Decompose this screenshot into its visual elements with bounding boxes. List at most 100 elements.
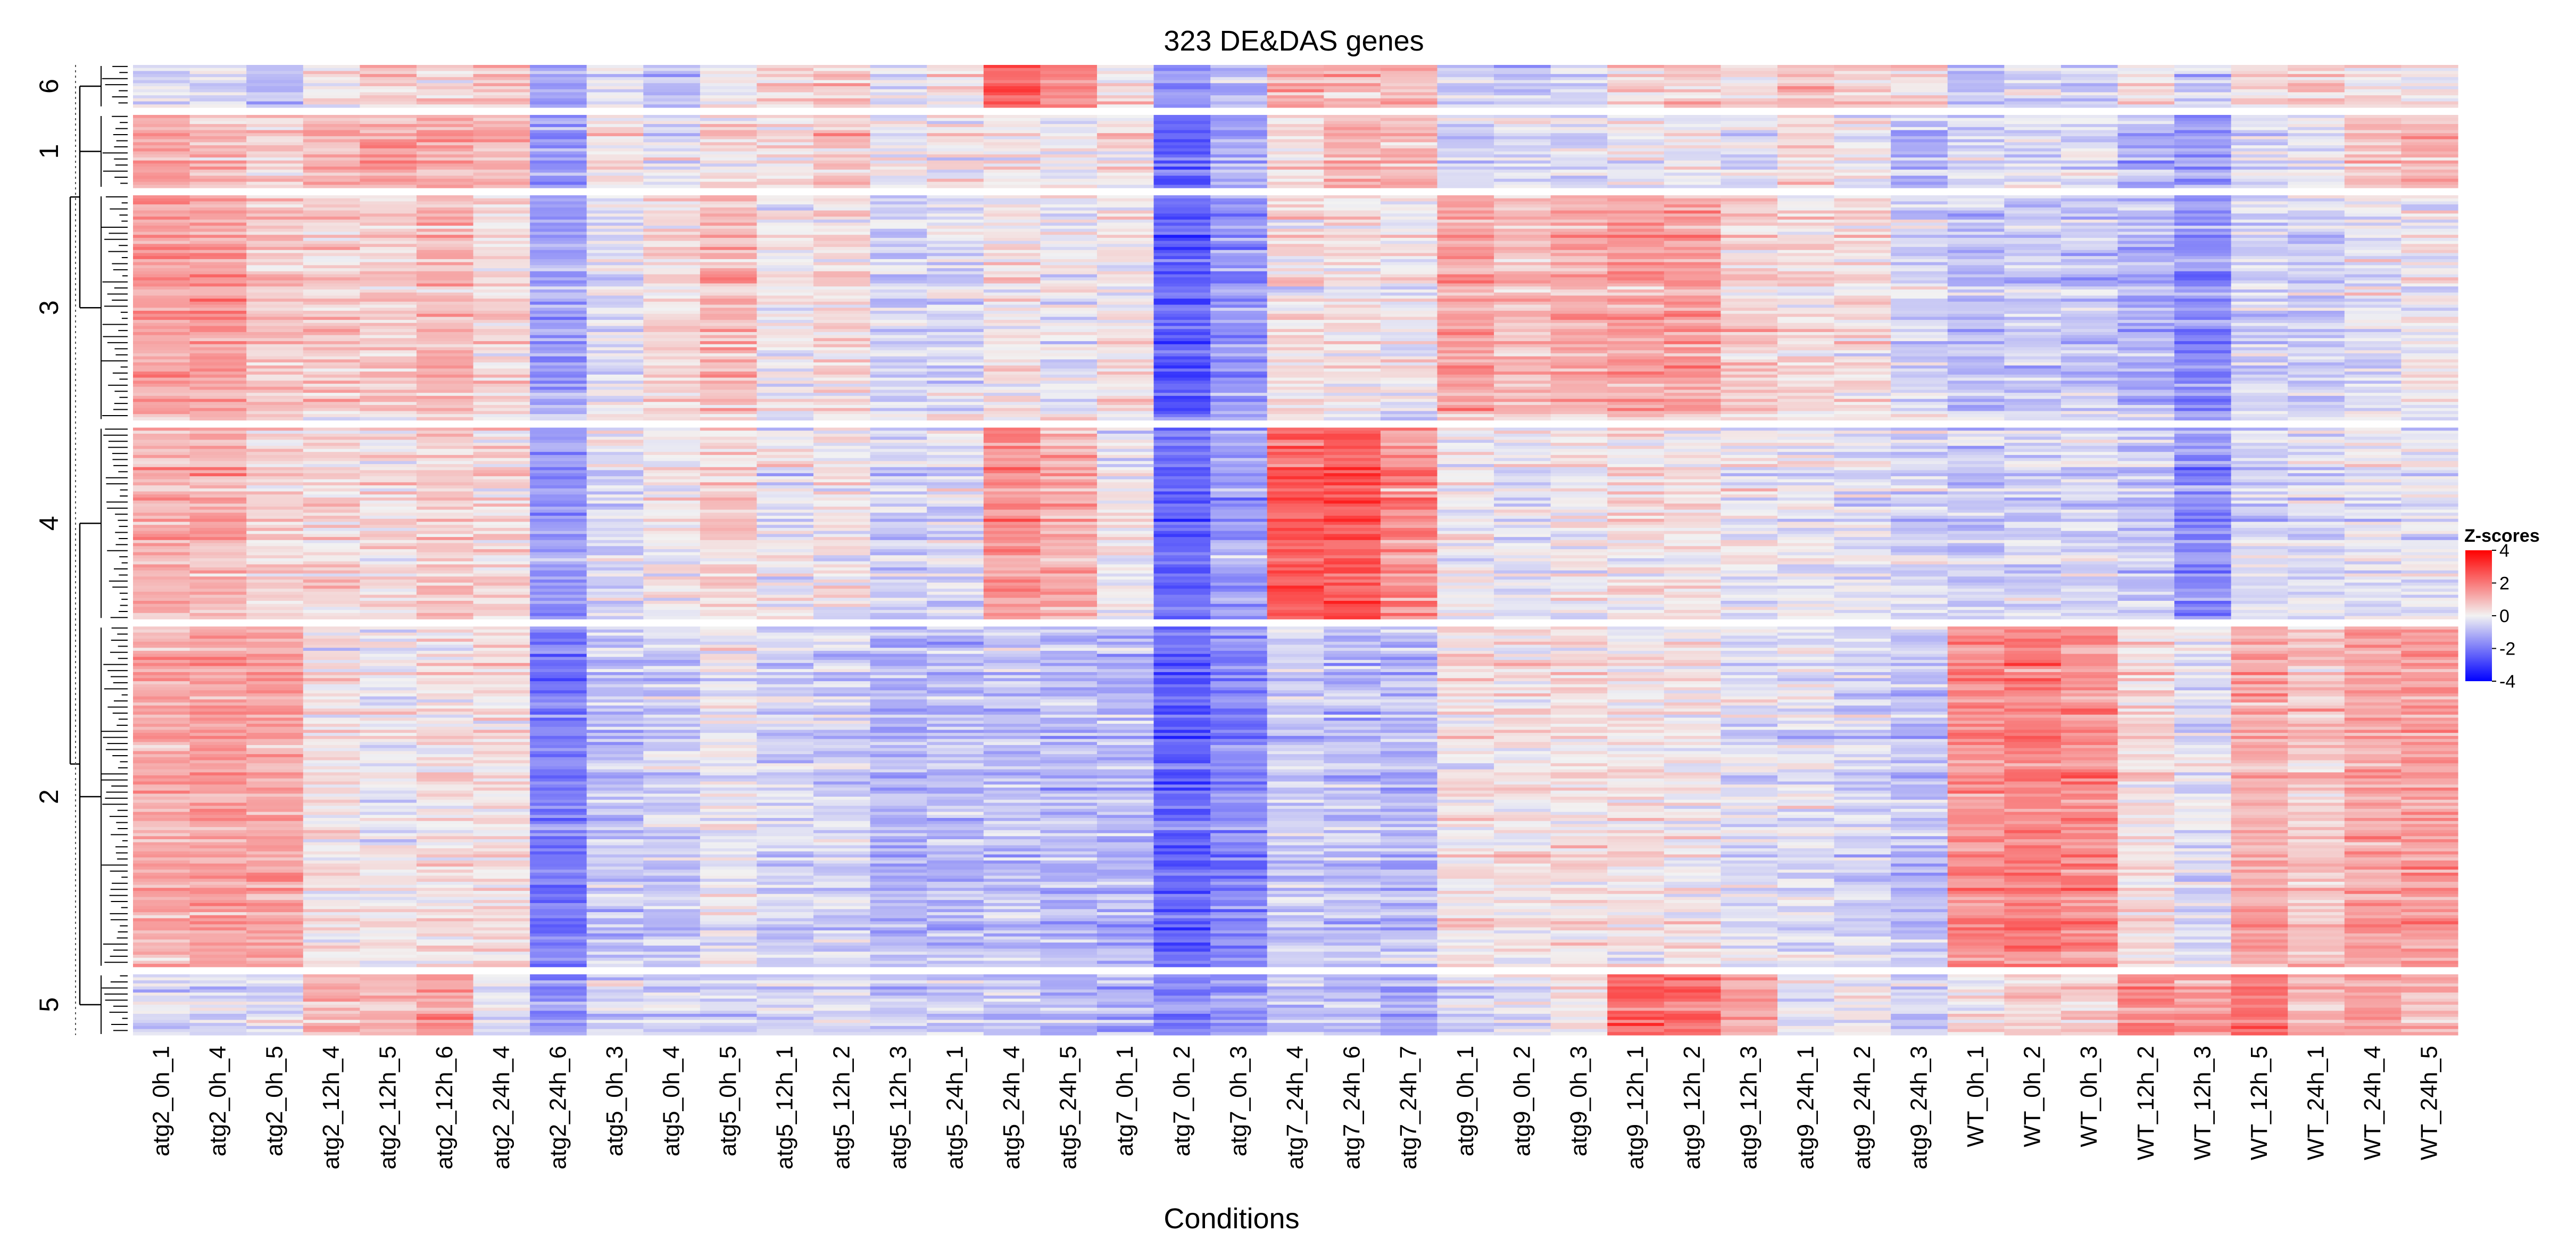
heatmap-cell — [1721, 259, 1778, 263]
heatmap-cell — [1210, 121, 1268, 125]
heatmap-cell — [2117, 178, 2175, 183]
heatmap-cell — [927, 347, 984, 351]
heatmap-cell — [757, 207, 814, 211]
heatmap-cell — [700, 295, 758, 299]
heatmap-cell — [870, 256, 927, 260]
heatmap-cell — [2231, 326, 2288, 329]
heatmap-cell — [2288, 104, 2345, 108]
heatmap-cell — [870, 65, 927, 69]
heatmap-cell — [1437, 347, 1494, 351]
heatmap-cell — [473, 104, 530, 108]
heatmap-cell — [983, 181, 1041, 185]
heatmap-cell — [1040, 121, 1098, 125]
heatmap-cell — [473, 142, 530, 146]
heatmap-cell — [1437, 176, 1494, 179]
heatmap-cell — [1891, 402, 1948, 406]
heatmap-cell — [189, 231, 247, 235]
heatmap-cell — [2060, 286, 2118, 290]
heatmap-cell — [1777, 268, 1835, 272]
heatmap-cell — [416, 283, 474, 287]
heatmap-cell — [2004, 322, 2062, 327]
heatmap-cell — [2060, 436, 2118, 440]
heatmap-cell — [1550, 228, 1608, 233]
heatmap-cell — [2060, 326, 2118, 329]
heatmap-cell — [1153, 237, 1211, 242]
heatmap-cell — [246, 317, 304, 320]
heatmap-cell — [2060, 411, 2118, 415]
heatmap-cell — [586, 228, 644, 233]
heatmap-cell — [1096, 235, 1154, 238]
heatmap-cell — [416, 216, 474, 220]
heatmap-cell — [1437, 301, 1494, 305]
heatmap-cell — [360, 271, 417, 275]
heatmap-cell — [2401, 299, 2458, 302]
heatmap-cell — [700, 154, 758, 158]
heatmap-cell — [530, 151, 587, 155]
heatmap-cell — [757, 326, 814, 329]
heatmap-cell — [1494, 404, 1551, 409]
heatmap-cell — [416, 277, 474, 281]
heatmap-cell — [1153, 304, 1211, 308]
heatmap-cell — [757, 160, 814, 164]
heatmap-cell — [1777, 359, 1835, 363]
heatmap-cell — [189, 402, 247, 406]
heatmap-cell — [1947, 139, 2005, 143]
heatmap-cell — [416, 374, 474, 378]
heatmap-cell — [360, 408, 417, 411]
heatmap-cell — [927, 384, 984, 387]
heatmap-cell — [2004, 247, 2062, 251]
heatmap-cell — [2288, 201, 2345, 205]
heatmap-cell — [2060, 280, 2118, 284]
heatmap-cell — [2117, 440, 2175, 443]
heatmap-cell — [1210, 431, 1268, 434]
heatmap-cell — [757, 210, 814, 214]
heatmap-cell — [1153, 283, 1211, 287]
heatmap-cell — [2344, 172, 2402, 176]
heatmap-cell — [1947, 219, 2005, 223]
heatmap-cell — [643, 133, 701, 137]
heatmap-cell — [643, 292, 701, 296]
heatmap-cell — [246, 124, 304, 128]
heatmap-cell — [1891, 301, 1948, 305]
heatmap-cell — [1834, 98, 1891, 102]
heatmap-cell — [133, 408, 190, 411]
heatmap-cell — [1324, 241, 1381, 244]
heatmap-cell — [1494, 167, 1551, 170]
heatmap-cell — [1947, 310, 2005, 315]
heatmap-cell — [1664, 290, 1721, 293]
heatmap-cell — [983, 213, 1041, 217]
heatmap-cell — [1380, 80, 1438, 84]
heatmap-cell — [1947, 241, 2005, 244]
heatmap-cell — [2060, 169, 2118, 173]
heatmap-cell — [473, 98, 530, 102]
heatmap-cell — [2288, 408, 2345, 411]
heatmap-cell — [2004, 89, 2062, 93]
heatmap-cell — [643, 250, 701, 254]
heatmap-cell — [1947, 124, 2005, 128]
heatmap-cell — [1607, 204, 1665, 208]
heatmap-cell — [2117, 304, 2175, 308]
heatmap-cell — [1324, 386, 1381, 391]
heatmap-cell — [2401, 427, 2458, 431]
heatmap-cell — [1891, 114, 1948, 119]
heatmap-cell — [1153, 163, 1211, 167]
heatmap-cell — [2004, 377, 2062, 381]
heatmap-cell — [700, 86, 758, 90]
heatmap-cell — [1550, 283, 1608, 287]
heatmap-cell — [473, 381, 530, 384]
heatmap-cell — [1607, 65, 1665, 69]
heatmap-cell — [1777, 290, 1835, 293]
heatmap-cell — [246, 381, 304, 384]
heatmap-cell — [2344, 71, 2402, 75]
heatmap-cell — [2231, 154, 2288, 158]
heatmap-cell — [927, 322, 984, 327]
heatmap-cell — [2288, 329, 2345, 333]
heatmap-cell — [1210, 160, 1268, 164]
heatmap-cell — [700, 404, 758, 409]
heatmap-cell — [1777, 347, 1835, 351]
heatmap-cell — [870, 98, 927, 102]
heatmap-cell — [1210, 65, 1268, 69]
heatmap-cell — [870, 313, 927, 317]
heatmap-cell — [870, 136, 927, 140]
heatmap-cell — [813, 368, 871, 372]
